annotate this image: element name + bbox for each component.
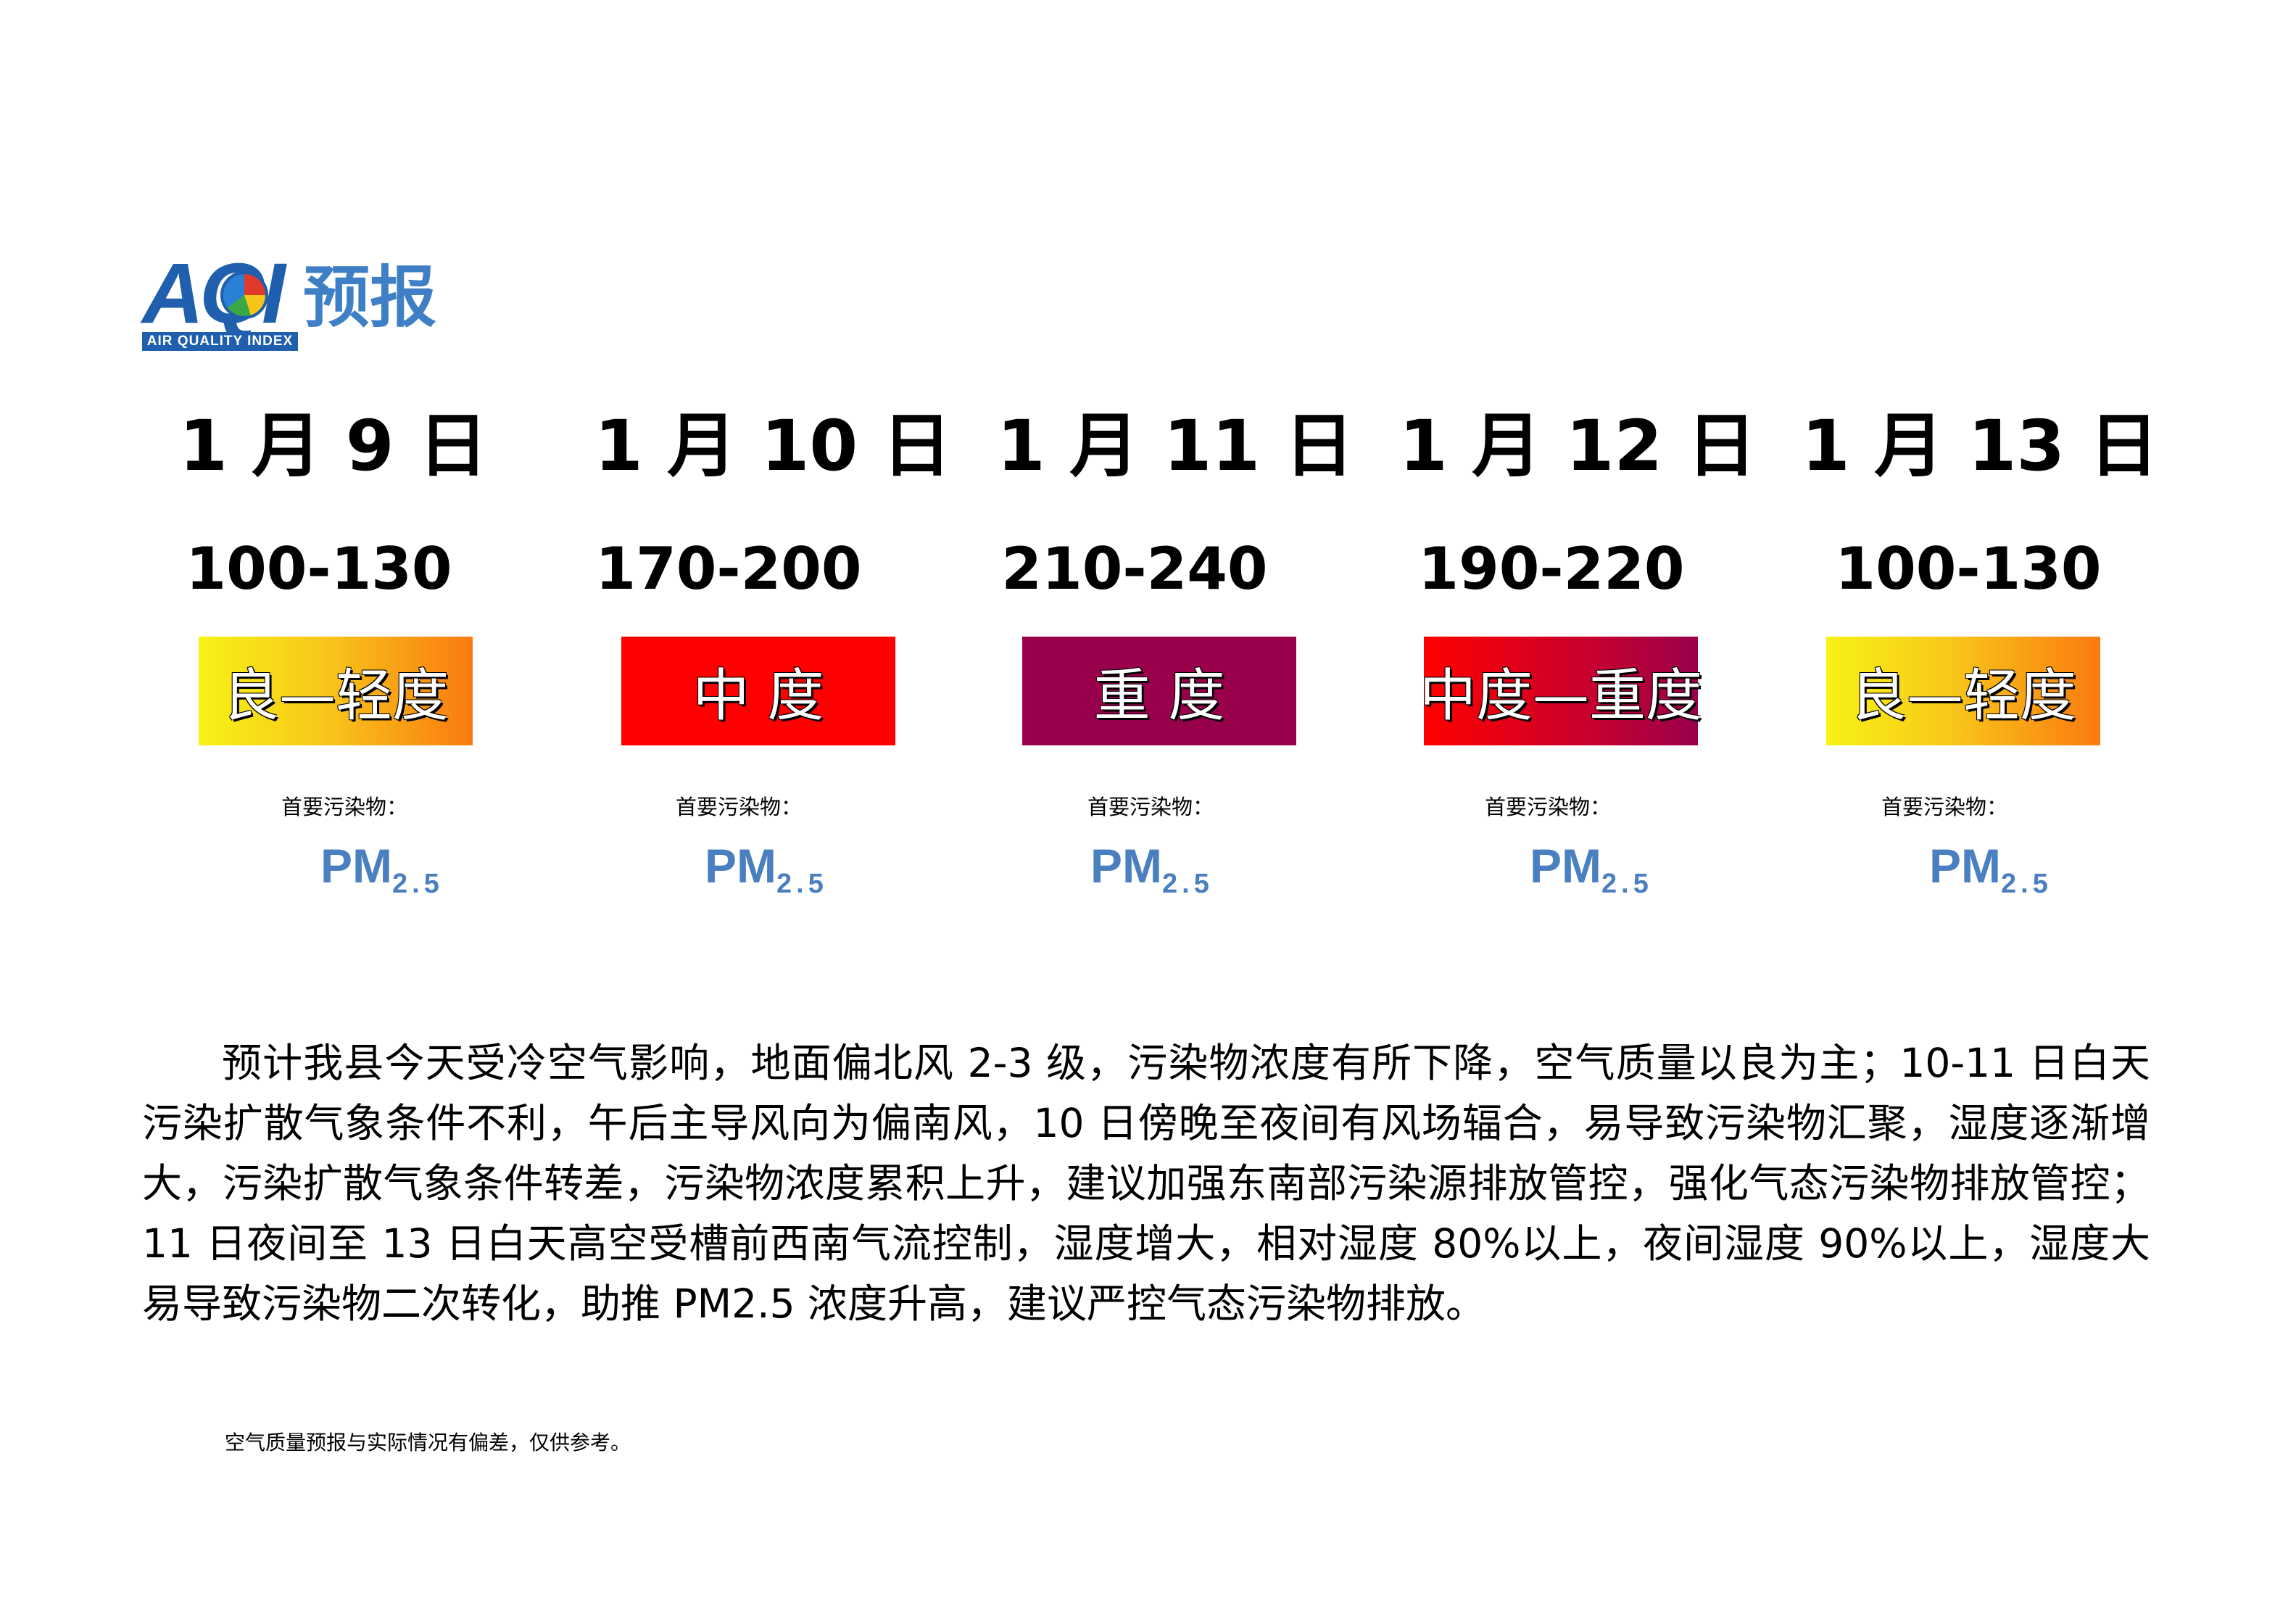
pollutant-subscript: 2.5 <box>1162 869 1214 899</box>
pollutant-name: PM <box>320 839 392 893</box>
aqi-level-badge: 良—轻度 <box>1826 637 2100 745</box>
aqi-range: 170-200 <box>595 535 862 603</box>
forecast-day-4: 1 月 12 日 190-220 中度—重度 首要污染物： PM2.5 <box>1399 405 1757 900</box>
pollutant-name: PM <box>1090 839 1162 893</box>
pollutant-name: PM <box>705 839 776 893</box>
globe-icon <box>220 271 268 319</box>
primary-pollutant-label: 首要污染物： <box>1087 795 1214 819</box>
aqi-range: 190-220 <box>1418 535 1685 603</box>
aqi-level-badge: 中度—重度 <box>1420 637 1702 745</box>
disclaimer-note: 空气质量预报与实际情况有偏差，仅供参考。 <box>225 1431 631 1455</box>
aqi-range: 210-240 <box>1001 535 1268 603</box>
forecast-day-1: 1 月 9 日 100-130 良—轻度 首要污染物： PM2.5 <box>174 406 493 899</box>
aqi-level-badge: 中 度 <box>621 637 895 745</box>
forecast-date: 1 月 10 日 <box>594 405 952 487</box>
forecast-date: 1 月 9 日 <box>179 405 488 487</box>
aqi-logo-mark: AQI AIR QUALITY INDEX <box>142 251 298 351</box>
primary-pollutant: PM2.5 <box>705 838 828 900</box>
forecast-date: 1 月 11 日 <box>997 405 1354 487</box>
page-title: 预报 <box>303 259 437 336</box>
aqi-level-badge: 重 度 <box>1022 637 1296 745</box>
forecast-day-2: 1 月 10 日 170-200 中 度 首要污染物： PM2.5 <box>594 405 952 900</box>
aqi-logo-subtitle: AIR QUALITY INDEX <box>142 332 298 351</box>
pollutant-subscript: 2.5 <box>1601 869 1653 899</box>
aqi-range: 100-130 <box>186 535 452 603</box>
forecast-date: 1 月 12 日 <box>1399 405 1757 487</box>
primary-pollutant: PM2.5 <box>1530 838 1653 900</box>
pollutant-subscript: 2.5 <box>776 869 828 899</box>
primary-pollutant-label: 首要污染物： <box>1485 795 1612 819</box>
primary-pollutant-label: 首要污染物： <box>676 795 803 819</box>
forecast-date: 1 月 13 日 <box>1802 405 2159 487</box>
forecast-day-5: 1 月 13 日 100-130 良—轻度 首要污染物： PM2.5 <box>1802 405 2159 900</box>
aqi-logo: AQI AIR QUALITY INDEX 预报 <box>142 251 461 354</box>
forecast-description: 预计我县今天受冷空气影响，地面偏北风 2-3 级，污染物浓度有所下降，空气质量以… <box>142 1040 2150 1327</box>
primary-pollutant: PM2.5 <box>1929 838 2052 900</box>
pollutant-subscript: 2.5 <box>2001 869 2052 899</box>
aqi-range: 100-130 <box>1835 535 2102 603</box>
forecast-day-3: 1 月 11 日 210-240 重 度 首要污染物： PM2.5 <box>997 405 1354 900</box>
primary-pollutant: PM2.5 <box>320 838 444 900</box>
pollutant-name: PM <box>1530 839 1601 893</box>
primary-pollutant: PM2.5 <box>1090 838 1214 900</box>
aqi-level-badge: 良—轻度 <box>199 637 473 745</box>
primary-pollutant-label: 首要污染物： <box>1881 795 2008 819</box>
primary-pollutant-label: 首要污染物： <box>281 795 408 819</box>
pollutant-subscript: 2.5 <box>392 869 444 899</box>
pollutant-name: PM <box>1929 839 2001 893</box>
